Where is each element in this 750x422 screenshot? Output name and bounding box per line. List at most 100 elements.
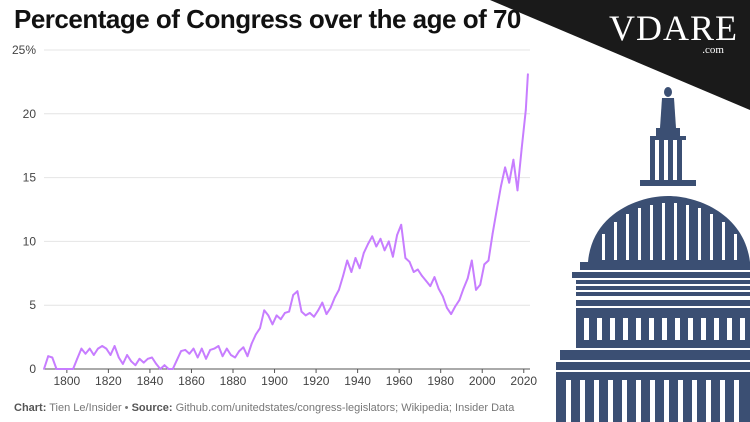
x-tick-label-1940: 1940	[344, 374, 371, 388]
data-point	[122, 363, 124, 365]
data-point	[304, 314, 307, 317]
data-point	[63, 368, 66, 370]
data-point	[408, 260, 411, 263]
data-point	[350, 271, 353, 273]
data-point	[308, 312, 311, 314]
data-point	[491, 232, 494, 235]
data-point	[188, 352, 191, 355]
data-point	[234, 356, 237, 359]
data-point	[130, 360, 133, 363]
data-point	[267, 314, 270, 317]
data-point	[441, 295, 444, 298]
data-point	[358, 267, 361, 270]
x-tick-label-1980: 1980	[427, 374, 454, 388]
data-point	[450, 313, 452, 315]
data-point	[184, 349, 187, 351]
data-point	[217, 345, 220, 347]
data-point	[242, 346, 245, 349]
data-point	[292, 294, 295, 296]
data-point	[284, 312, 286, 314]
data-point	[500, 185, 502, 188]
y-tick-label-20: 20	[23, 107, 37, 121]
grid-lines	[44, 49, 530, 370]
logo-corner-banner	[490, 0, 750, 110]
data-point	[475, 289, 477, 291]
data-point	[375, 245, 378, 248]
data-point	[321, 301, 324, 304]
source-note: Chart: Tien Le/Insider • Source: Github.…	[14, 402, 514, 414]
data-point	[483, 263, 486, 266]
data-point	[454, 305, 457, 308]
data-point	[221, 355, 224, 358]
series-line-0	[43, 74, 529, 370]
data-point	[72, 368, 74, 370]
data-point	[159, 368, 162, 370]
data-point	[180, 350, 183, 352]
chart-credit: Tien Le/Insider	[49, 402, 122, 414]
data-point	[371, 235, 374, 238]
chart-title: Percentage of Congress over the age of 7…	[14, 4, 521, 34]
data-point	[275, 314, 278, 317]
data-point	[151, 356, 153, 359]
data-point	[55, 368, 58, 370]
data-point	[263, 309, 266, 312]
data-point	[76, 357, 79, 360]
data-point	[437, 287, 440, 290]
data-point	[205, 357, 207, 360]
data-point	[288, 310, 290, 313]
data-point	[43, 368, 45, 370]
data-point	[47, 355, 50, 358]
data-point	[527, 73, 529, 76]
x-tick-labels: 1800 1820 1840 1860 1880 1900 1920 1940 1960 1980…	[53, 369, 537, 388]
x-tick-label-2000: 2000	[469, 374, 496, 388]
data-point	[254, 333, 257, 336]
credit-separator: •	[124, 402, 129, 414]
y-tick-label-15: 15	[23, 171, 37, 185]
x-tick-label-1900: 1900	[261, 374, 288, 388]
data-point	[466, 277, 469, 280]
y-tick-label-0: 0	[29, 362, 36, 376]
data-point	[105, 347, 108, 350]
data-point	[433, 276, 436, 278]
data-point	[230, 354, 232, 356]
data-point	[416, 268, 419, 271]
data-point	[113, 345, 116, 347]
data-point	[516, 189, 519, 192]
data-point	[367, 243, 369, 245]
data-point	[338, 289, 340, 291]
data-point	[88, 347, 91, 350]
x-tick-label-1960: 1960	[386, 374, 413, 388]
data-point	[387, 240, 390, 243]
data-point	[313, 315, 315, 318]
data-point	[213, 347, 216, 350]
data-point	[383, 249, 386, 252]
data-point	[346, 259, 349, 262]
data-point	[462, 287, 465, 290]
source-label: Source:	[131, 402, 173, 414]
data-point	[238, 350, 241, 352]
x-tick-label-1920: 1920	[303, 374, 330, 388]
data-point	[279, 318, 282, 321]
data-point	[520, 147, 523, 150]
data-point	[142, 361, 145, 364]
data-point	[429, 285, 432, 287]
data-point	[196, 356, 199, 359]
data-point	[504, 166, 506, 169]
data-point	[296, 290, 299, 293]
data-point	[225, 347, 228, 350]
data-point	[59, 368, 62, 370]
data-point	[126, 354, 128, 356]
x-tick-label-1820: 1820	[95, 374, 122, 388]
y-tick-label-25: 25%	[12, 43, 36, 57]
x-tick-label-1860: 1860	[178, 374, 205, 388]
data-point	[300, 310, 303, 313]
vdare-logo-suffix: .com	[702, 44, 724, 56]
y-tick-label-5: 5	[29, 298, 36, 312]
data-point	[117, 356, 120, 359]
source-value: Github.com/unitedstates/congress-legisla…	[175, 402, 515, 414]
data-point	[176, 359, 178, 361]
data-point	[155, 363, 158, 365]
chart-credit-label: Chart:	[14, 402, 47, 414]
data-point	[109, 354, 112, 356]
